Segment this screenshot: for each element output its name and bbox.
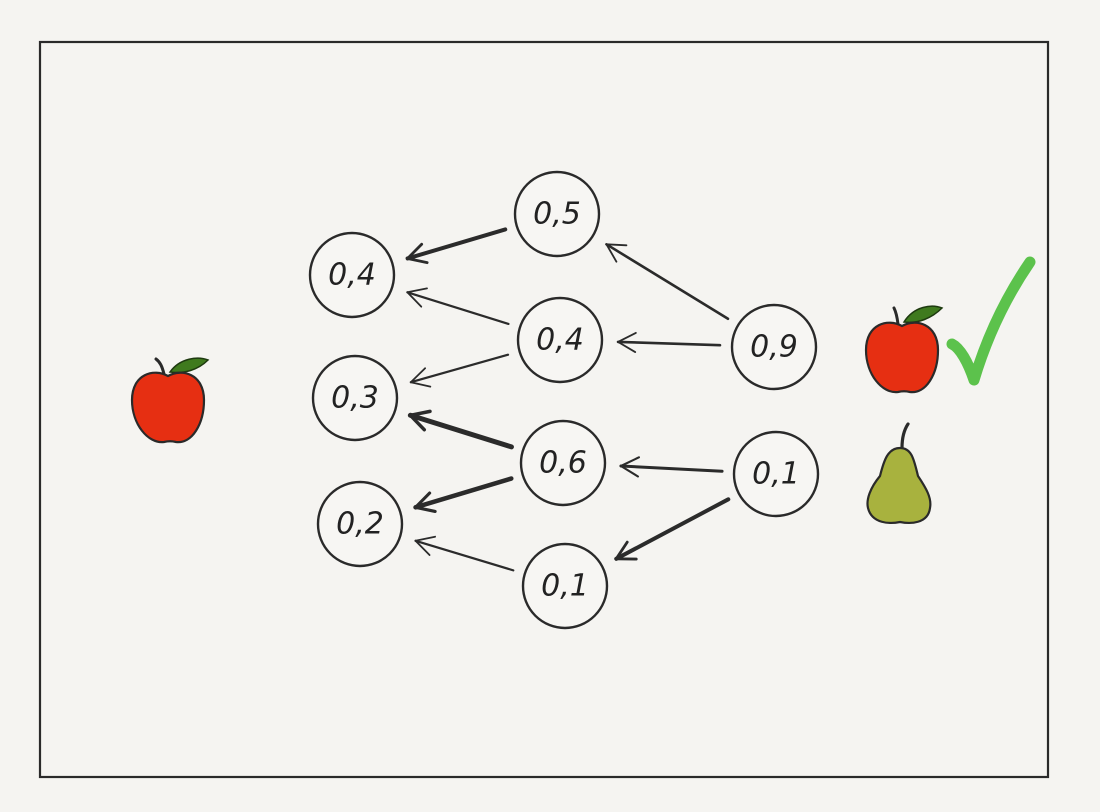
node-hid-4: 0,1 <box>521 542 609 630</box>
node-out-2: 0,1 <box>732 430 820 518</box>
nodes: 0,4 0,3 0,2 0,5 0,4 0,6 0,1 0,9 0,1 <box>308 170 820 630</box>
diagram-frame <box>38 40 1050 779</box>
edge-arrow-hid-1-to-in-1 <box>405 227 508 265</box>
node-circle <box>519 419 607 507</box>
check-mark-icon <box>946 256 1036 386</box>
node-value-label: 0,5 <box>533 197 581 232</box>
node-value-label: 0,4 <box>536 323 584 358</box>
edges <box>405 227 731 572</box>
edge-arrow-out-1-to-hid-2 <box>616 331 722 353</box>
edge-arrow-hid-2-to-in-1 <box>406 287 510 325</box>
node-value-label: 0,4 <box>328 258 376 293</box>
node-circle <box>521 542 609 630</box>
node-value-label: 0,1 <box>752 457 800 492</box>
node-circle <box>513 170 601 258</box>
node-circle <box>316 480 404 568</box>
node-in-2: 0,3 <box>311 354 399 442</box>
node-out-1: 0,9 <box>730 303 818 391</box>
apple-icon <box>130 357 210 444</box>
node-hid-2: 0,4 <box>516 296 604 384</box>
node-in-3: 0,2 <box>316 480 404 568</box>
node-hid-1: 0,5 <box>513 170 601 258</box>
node-value-label: 0,9 <box>750 330 798 365</box>
edge-arrow-out-2-to-hid-3 <box>619 456 724 478</box>
node-value-label: 0,6 <box>539 446 587 481</box>
node-circle <box>732 430 820 518</box>
node-in-1: 0,4 <box>308 231 396 319</box>
edge-arrow-hid-3-to-in-3 <box>413 476 514 514</box>
node-circle <box>308 231 396 319</box>
node-value-label: 0,1 <box>541 569 589 604</box>
pear-icon <box>866 422 932 525</box>
edge-arrow-out-2-to-hid-4 <box>614 497 731 561</box>
edge-arrow-hid-2-to-in-2 <box>409 353 510 388</box>
edge-arrow-out-1-to-hid-1 <box>605 243 730 321</box>
node-circle <box>516 296 604 384</box>
node-value-label: 0,3 <box>331 381 379 416</box>
node-circle <box>730 303 818 391</box>
node-hid-3: 0,6 <box>519 419 607 507</box>
edge-arrow-hid-3-to-in-2 <box>407 409 514 450</box>
edge-arrow-hid-4-to-in-3 <box>414 535 515 572</box>
node-circle <box>311 354 399 442</box>
apple-icon <box>864 305 944 394</box>
node-value-label: 0,2 <box>336 507 384 542</box>
